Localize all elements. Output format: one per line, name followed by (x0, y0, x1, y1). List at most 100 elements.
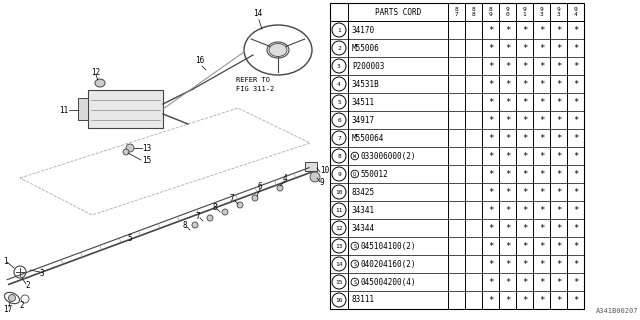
Circle shape (8, 294, 15, 301)
Text: *: * (488, 151, 493, 161)
Text: *: * (573, 242, 578, 251)
Text: *: * (488, 242, 493, 251)
Text: *: * (505, 277, 510, 286)
Text: 9
4: 9 4 (573, 7, 577, 17)
Text: *: * (505, 26, 510, 35)
Text: *: * (539, 260, 544, 268)
Text: 2: 2 (337, 45, 341, 51)
Bar (88, 90, 163, 128)
Text: *: * (556, 277, 561, 286)
Bar (305, 162, 317, 171)
Text: *: * (573, 223, 578, 233)
Text: S: S (353, 261, 356, 267)
Text: 4: 4 (283, 173, 287, 182)
Text: M550064: M550064 (352, 133, 385, 142)
Text: *: * (522, 223, 527, 233)
Text: *: * (539, 223, 544, 233)
Text: W: W (353, 154, 356, 158)
Circle shape (126, 144, 134, 152)
Text: *: * (556, 133, 561, 142)
Text: 10: 10 (335, 189, 343, 195)
Text: *: * (505, 151, 510, 161)
Text: *: * (539, 277, 544, 286)
Text: *: * (556, 26, 561, 35)
Circle shape (277, 185, 283, 191)
Text: 5: 5 (128, 234, 132, 243)
Circle shape (252, 195, 258, 201)
Text: Q: Q (353, 172, 356, 177)
Text: *: * (505, 79, 510, 89)
Text: *: * (522, 242, 527, 251)
Text: 8: 8 (212, 203, 218, 212)
Text: 550012: 550012 (360, 170, 388, 179)
Text: 11: 11 (335, 207, 343, 212)
Text: *: * (539, 79, 544, 89)
Text: 7: 7 (196, 212, 200, 220)
Text: 033006000(2): 033006000(2) (360, 151, 416, 161)
Text: 9: 9 (337, 172, 341, 177)
Text: 8
7: 8 7 (454, 7, 458, 17)
Text: *: * (505, 188, 510, 196)
Text: *: * (488, 260, 493, 268)
Text: 14: 14 (335, 261, 343, 267)
Text: *: * (505, 260, 510, 268)
Text: *: * (556, 61, 561, 70)
Text: *: * (573, 61, 578, 70)
Text: *: * (573, 205, 578, 214)
Text: 34344: 34344 (352, 223, 375, 233)
Text: *: * (573, 260, 578, 268)
Text: 6: 6 (258, 181, 262, 190)
Text: 9
3: 9 3 (540, 7, 543, 17)
Text: *: * (505, 133, 510, 142)
Text: *: * (488, 295, 493, 305)
Text: S: S (353, 279, 356, 284)
Text: *: * (488, 61, 493, 70)
Text: *: * (573, 170, 578, 179)
Circle shape (237, 202, 243, 208)
Text: *: * (488, 223, 493, 233)
Text: *: * (488, 98, 493, 107)
Circle shape (192, 222, 198, 228)
Text: *: * (522, 61, 527, 70)
Text: 7: 7 (230, 194, 234, 203)
Text: *: * (505, 242, 510, 251)
Text: *: * (539, 61, 544, 70)
Text: 5: 5 (337, 100, 341, 105)
Text: 8
8: 8 8 (472, 7, 476, 17)
Circle shape (123, 149, 129, 155)
Text: *: * (505, 98, 510, 107)
Text: 045104100(2): 045104100(2) (360, 242, 416, 251)
Text: *: * (573, 277, 578, 286)
Text: 34170: 34170 (352, 26, 375, 35)
Text: *: * (573, 295, 578, 305)
Text: 8
9: 8 9 (488, 7, 492, 17)
Text: 34531B: 34531B (352, 79, 380, 89)
Text: *: * (488, 116, 493, 124)
Text: *: * (505, 205, 510, 214)
Text: *: * (539, 188, 544, 196)
Text: *: * (539, 242, 544, 251)
Text: 17: 17 (3, 306, 13, 315)
Text: *: * (556, 116, 561, 124)
Text: *: * (488, 205, 493, 214)
Text: *: * (539, 295, 544, 305)
Text: *: * (556, 295, 561, 305)
Text: 6: 6 (337, 117, 341, 123)
Text: *: * (573, 133, 578, 142)
Text: M55006: M55006 (352, 44, 380, 52)
Text: *: * (539, 205, 544, 214)
Text: 045004200(4): 045004200(4) (360, 277, 416, 286)
Text: S: S (353, 244, 356, 249)
Text: 12: 12 (335, 226, 343, 230)
Text: 15: 15 (335, 279, 343, 284)
Bar (78, 98, 88, 120)
Ellipse shape (95, 79, 105, 87)
Text: *: * (539, 116, 544, 124)
Text: *: * (505, 170, 510, 179)
Text: *: * (556, 151, 561, 161)
Text: 14: 14 (253, 9, 262, 18)
Text: FIG 311-2: FIG 311-2 (236, 86, 275, 92)
Text: *: * (488, 133, 493, 142)
Text: 3: 3 (40, 268, 44, 277)
Text: *: * (488, 170, 493, 179)
